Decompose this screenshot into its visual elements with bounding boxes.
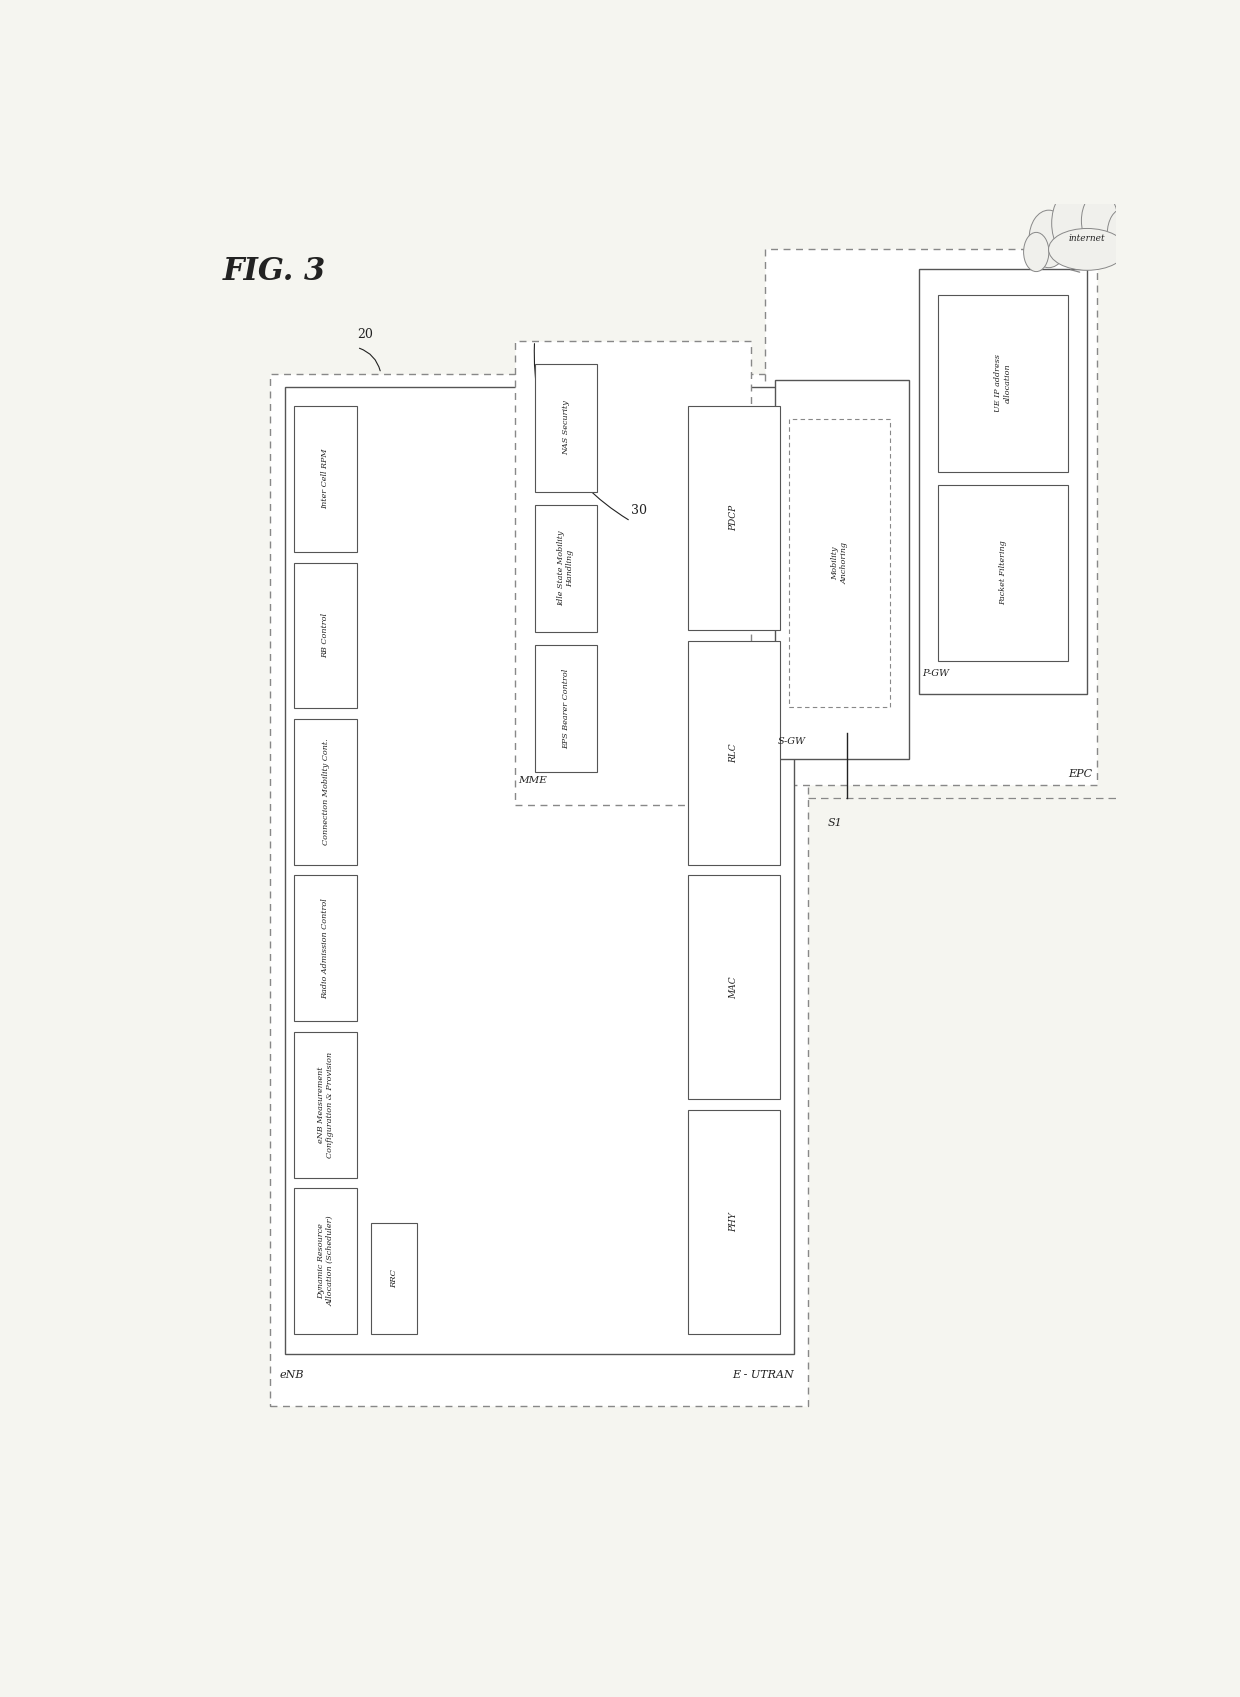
Text: Dynamic Resource
Allocation (Scheduler): Dynamic Resource Allocation (Scheduler) [317,1215,334,1307]
Bar [534,645,598,772]
Text: S1: S1 [827,818,842,828]
Bar [516,341,750,804]
Bar [688,641,780,865]
Ellipse shape [1049,229,1126,270]
Text: 20: 20 [357,328,373,341]
Bar [939,485,1068,662]
Ellipse shape [1107,209,1138,258]
Text: RB Control: RB Control [321,613,330,658]
Text: MME: MME [518,776,547,786]
Text: 30: 30 [631,504,647,518]
Ellipse shape [1052,190,1094,258]
Text: E - UTRAN: E - UTRAN [733,1369,794,1380]
Bar [919,270,1087,694]
Text: Radio Admission Control: Radio Admission Control [321,898,330,998]
Bar [294,562,357,708]
Bar [688,1110,780,1334]
Bar [765,249,1096,786]
Bar [285,387,794,1354]
Text: Inter Cell RPM: Inter Cell RPM [321,448,330,509]
Bar [371,1224,418,1334]
Text: Idle State Mobility
Handling: Idle State Mobility Handling [557,531,574,606]
Ellipse shape [1081,192,1118,249]
Text: Packet Filtering: Packet Filtering [999,540,1007,606]
Bar [294,406,357,552]
Text: RRC: RRC [391,1269,398,1288]
Bar [688,876,780,1100]
Bar [534,504,598,631]
Text: eNB: eNB [280,1369,305,1380]
Bar [775,380,909,759]
Ellipse shape [1029,210,1069,268]
Text: PDCP: PDCP [729,506,739,531]
Text: Mobility
Anchoring: Mobility Anchoring [831,541,848,584]
Text: EPS Bearer Control: EPS Bearer Control [562,669,570,748]
Text: EPC: EPC [1068,769,1092,779]
Bar [294,876,357,1022]
Text: MAC: MAC [729,976,739,998]
Bar [294,1188,357,1334]
Text: S-GW: S-GW [777,736,806,747]
Bar [294,720,357,865]
Text: P-GW: P-GW [921,669,949,679]
Text: Connection Mobility Cont.: Connection Mobility Cont. [321,738,330,845]
Text: PHY: PHY [729,1212,739,1232]
Text: NAS Security: NAS Security [562,400,570,455]
Text: UE IP address
allocation: UE IP address allocation [994,355,1012,412]
Text: RLC: RLC [729,743,739,762]
Text: eNB Measurement
Configuration & Provision: eNB Measurement Configuration & Provisio… [317,1052,334,1157]
Bar [294,1032,357,1178]
Bar [270,373,808,1405]
Bar [534,365,598,492]
Text: internet: internet [1069,234,1106,243]
Text: FIG. 3: FIG. 3 [222,256,326,287]
Bar [939,295,1068,472]
Bar [688,406,780,630]
Ellipse shape [1126,229,1151,270]
Ellipse shape [1023,232,1049,272]
Bar [789,419,890,706]
